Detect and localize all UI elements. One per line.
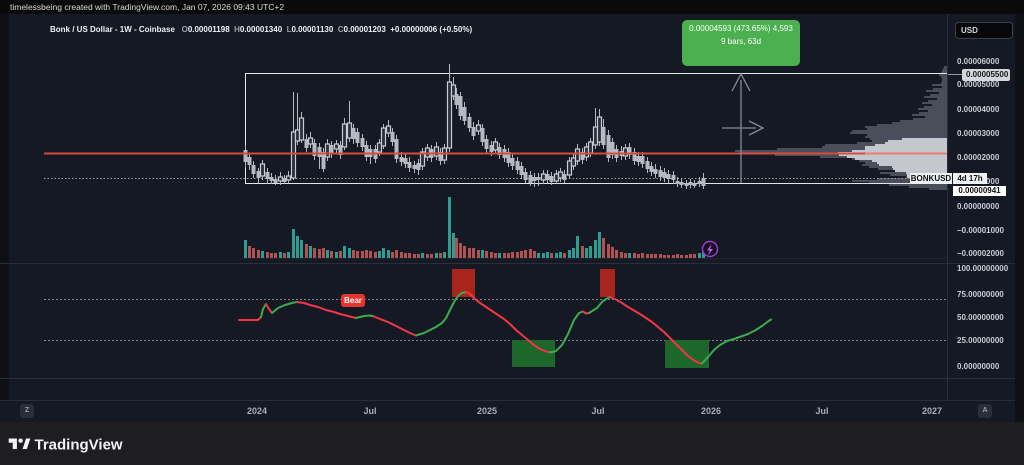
svg-text:TradingView: TradingView [35,436,123,453]
